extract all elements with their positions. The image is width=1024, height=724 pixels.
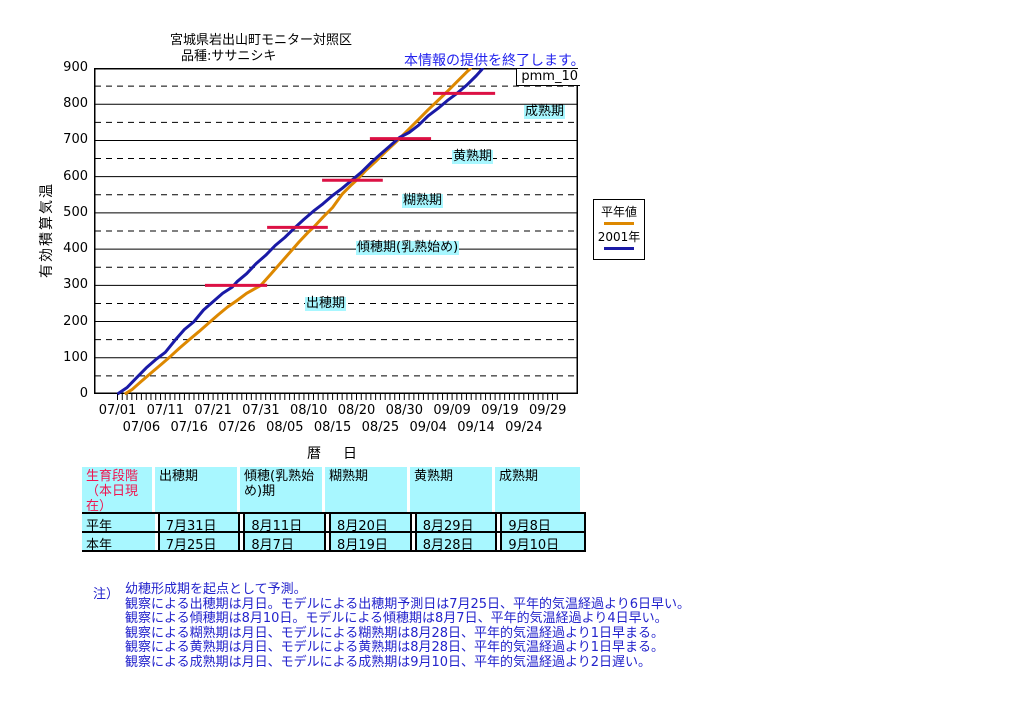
- x-tick-07/31: 07/31: [242, 403, 280, 418]
- y-tick-700: 700: [63, 132, 88, 148]
- plot-tag: pmm_10: [516, 69, 580, 86]
- notes-lines: 幼穂形成期を起点として予測。 観察による出穂期は月日。モデルによる出穂期予測日は7…: [93, 582, 691, 671]
- table-col-header-成熟期: 成熟期: [495, 467, 580, 512]
- legend-line-heinen: [604, 222, 634, 225]
- series-平年値: [123, 68, 473, 396]
- series-2001年: [116, 68, 485, 396]
- table-cell: 8月20日: [329, 514, 412, 534]
- note-line-4: 観察による糊熟期は月日、モデルによる糊熟期は8月28日、平年的気温経過より1日早…: [125, 625, 665, 641]
- row-label-平年: 平年: [82, 514, 155, 534]
- x-tick-09/09: 09/09: [433, 403, 471, 418]
- y-tick-600: 600: [63, 168, 88, 184]
- x-tick-08/10: 08/10: [289, 403, 328, 418]
- table-cell: 9月10日: [500, 533, 586, 553]
- table-cell: 7月25日: [157, 533, 241, 553]
- growth-stage-table: 生育段階 （本日現在） 出穂期 傾穂(乳熟始め)期 糊熟期 黄熟期 成熟期 平年 7月31…: [82, 467, 586, 553]
- stage-label-傾穂期(乳熟始め): 傾穂期(乳熟始め): [356, 240, 460, 255]
- chart-title-line2: 品種:ササニシキ: [181, 49, 277, 64]
- x-tick-09/14: 09/14: [457, 420, 495, 435]
- x-tick-09/24: 09/24: [505, 420, 543, 435]
- table-row-平年: 平年 7月31日 8月11日 8月20日 8月29日 9月8日: [82, 512, 586, 534]
- note-line-5: 観察による黄熟期は月日、モデルによる黄熟期は8月28日、平年的気温経過より1日早…: [125, 640, 665, 656]
- plot-svg: [94, 68, 578, 400]
- x-tick-08/05: 08/05: [266, 420, 304, 435]
- y-tick-200: 200: [63, 313, 88, 329]
- table-row-本年: 本年 7月25日 8月7日 8月19日 8月28日 9月10日: [82, 531, 586, 553]
- plot-area: [94, 68, 578, 402]
- table-cell: 7月31日: [157, 514, 241, 534]
- y-tick-100: 100: [63, 349, 88, 365]
- y-tick-400: 400: [63, 241, 88, 257]
- table-col-header-黄熟期: 黄熟期: [410, 467, 492, 512]
- stage-label-糊熟期: 糊熟期: [402, 193, 444, 208]
- table-cell: 8月19日: [329, 533, 412, 553]
- table-cell: 8月11日: [243, 514, 327, 534]
- chart-legend: 平年値 2001年: [593, 199, 645, 260]
- corner-line1: 生育段階: [86, 469, 139, 484]
- y-tick-0: 0: [79, 386, 88, 401]
- x-tick-09/19: 09/19: [481, 403, 519, 418]
- corner-line2: （本日現在）: [86, 484, 139, 514]
- x-tick-07/26: 07/26: [218, 420, 256, 435]
- table-col-header-出穂期: 出穂期: [155, 467, 237, 512]
- notes-block: 注） 幼穂形成期を起点として予測。 観察による出穂期は月日。モデルによる出穂期予測…: [93, 582, 691, 671]
- legend-line-2001: [604, 247, 634, 250]
- note-line-2: 観察による出穂期は月日。モデルによる出穂期予測日は7月25日、平年的気温経過より…: [125, 596, 691, 612]
- legend-item-2001: 2001年: [597, 230, 641, 244]
- x-tick-08/30: 08/30: [385, 403, 424, 418]
- x-tick-09/04: 09/04: [409, 420, 447, 435]
- x-axis-title: 暦 日: [307, 446, 361, 462]
- plot-frame: [94, 68, 578, 394]
- stage-label-成熟期: 成熟期: [524, 104, 566, 119]
- table-body: 平年 7月31日 8月11日 8月20日 8月29日 9月8日 本年 7月25日 8月7日 8月1…: [82, 512, 586, 553]
- table-col-header-糊熟期: 糊熟期: [325, 467, 407, 512]
- y-tick-800: 800: [63, 96, 88, 112]
- x-tick-08/20: 08/20: [337, 403, 376, 418]
- table-cell: 8月7日: [243, 533, 327, 553]
- note-line-1: 幼穂形成期を起点として予測。: [125, 582, 307, 597]
- x-tick-07/01: 07/01: [98, 403, 137, 418]
- y-tick-900: 900: [63, 60, 88, 75]
- chart-title-line1: 宮城県岩出山町モニター対照区: [170, 33, 353, 48]
- notes-prefix: 注）: [93, 587, 120, 602]
- stage-label-出穂期: 出穂期: [305, 296, 347, 311]
- note-line-3: 観察による傾穂期は8月10日。モデルによる傾穂期は8月7日、平年的気温経過より4…: [125, 611, 668, 627]
- legend-item-heinen: 平年値: [600, 205, 637, 219]
- table-col-header-傾穂(乳熟始め)期: 傾穂(乳熟始め)期: [240, 467, 322, 512]
- table-cell: 9月8日: [500, 514, 586, 534]
- x-tick-09/29: 09/29: [528, 403, 567, 418]
- x-tick-07/16: 07/16: [170, 420, 208, 435]
- y-tick-500: 500: [63, 204, 88, 220]
- y-tick-300: 300: [63, 277, 88, 293]
- table-cell: 8月29日: [414, 514, 498, 534]
- table-header-row: 生育段階 （本日現在） 出穂期 傾穂(乳熟始め)期 糊熟期 黄熟期 成熟期: [82, 467, 586, 514]
- stage-label-黄熟期: 黄熟期: [452, 149, 494, 164]
- termination-notice: 本情報の提供を終了します。: [404, 53, 585, 69]
- x-tick-07/21: 07/21: [194, 403, 232, 418]
- y-axis-title: 有効積算気温: [39, 182, 55, 278]
- x-tick-07/06: 07/06: [122, 420, 161, 435]
- table-corner-cell: 生育段階 （本日現在）: [82, 467, 152, 514]
- note-line-6: 観察による成熟期は月日、モデルによる成熟期は9月10日、平年的気温経過より2日遅…: [125, 654, 652, 670]
- x-tick-08/15: 08/15: [313, 420, 352, 435]
- x-tick-08/25: 08/25: [361, 420, 400, 435]
- x-tick-07/11: 07/11: [146, 403, 185, 418]
- row-label-本年: 本年: [82, 533, 155, 553]
- table-cell: 8月28日: [414, 533, 498, 553]
